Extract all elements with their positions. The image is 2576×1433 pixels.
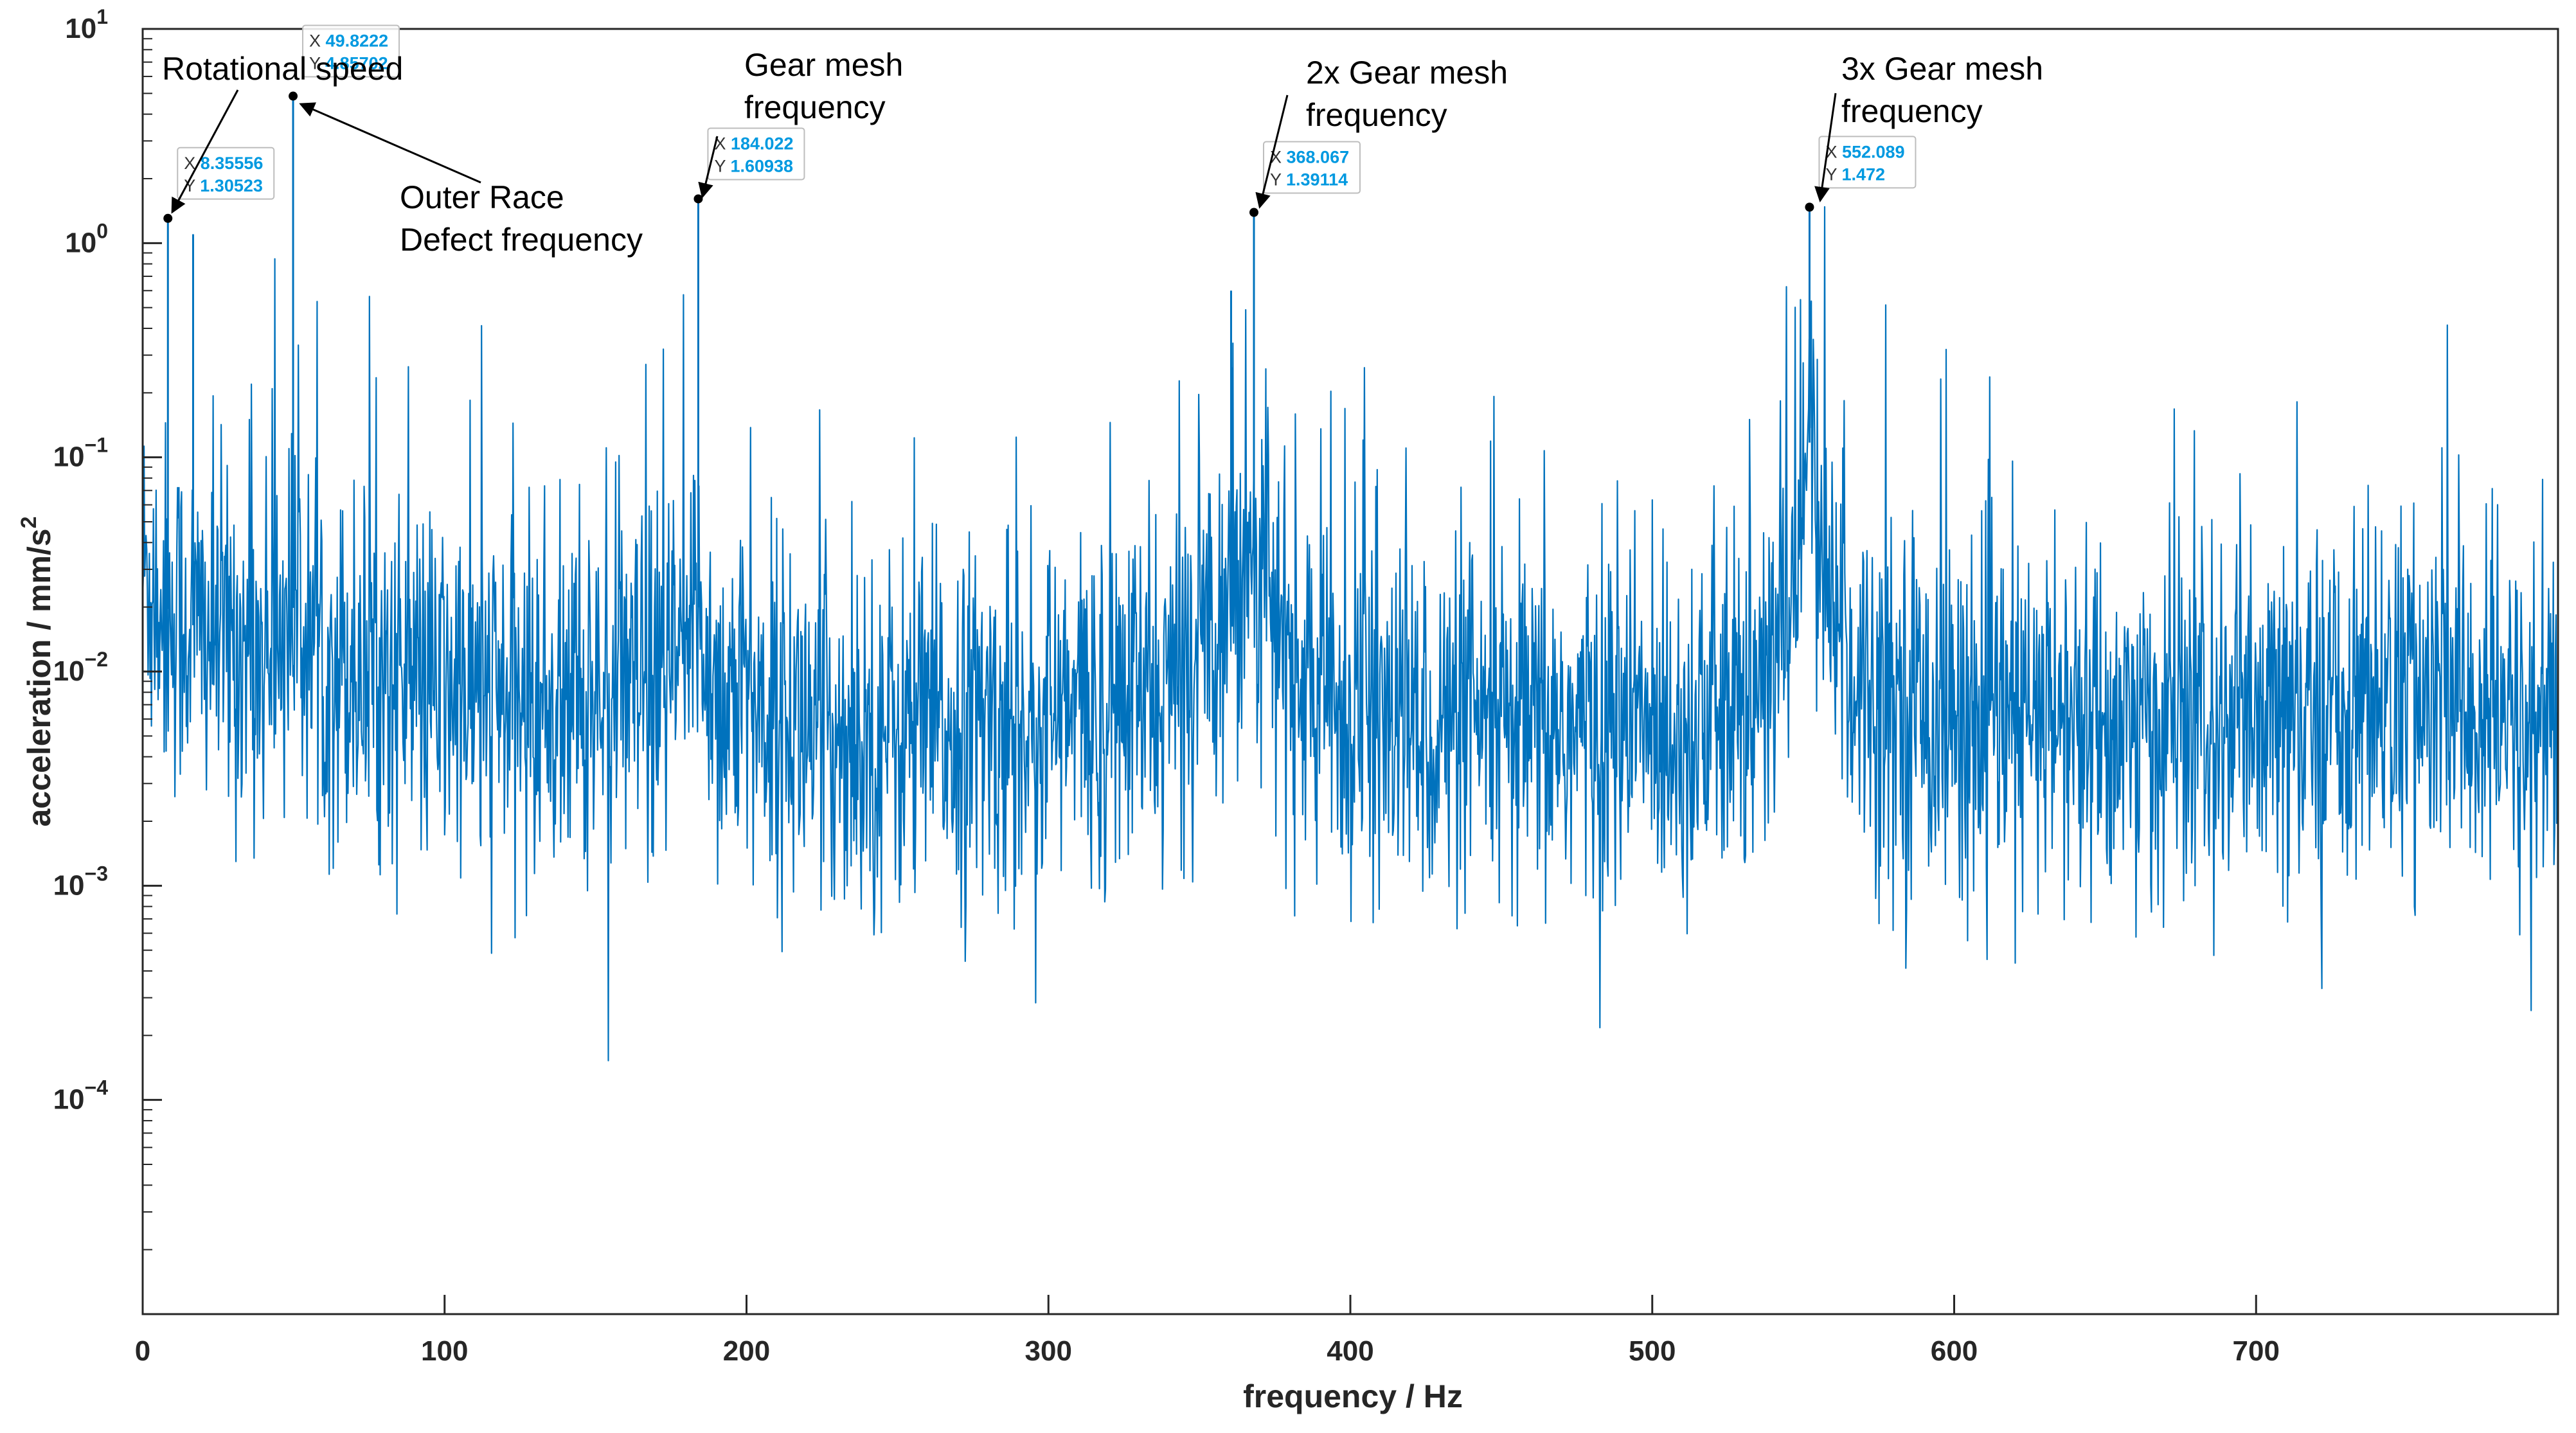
- series-layer: [143, 96, 2558, 1062]
- data-tip-marker: [693, 194, 703, 204]
- data-tip-x: X 184.022: [714, 134, 793, 153]
- series-spectrum: [143, 206, 2558, 1062]
- y-tick-label: 10−3: [53, 862, 108, 901]
- data-tip-box: [707, 127, 805, 181]
- x-tick-label: 400: [1327, 1335, 1373, 1367]
- x-tick-label: 300: [1025, 1335, 1072, 1367]
- x-axis-ticks: 0 100 200 300 400 500 600 700: [135, 1295, 2280, 1367]
- data-tip-x: X 552.089: [1825, 142, 1904, 161]
- arrow-rotational-speed: [171, 89, 239, 214]
- data-tip-y: Y 1.30523: [184, 176, 263, 195]
- y-tick-label: 10−4: [53, 1076, 109, 1116]
- data-tip-y: Y 1.39114: [1270, 170, 1348, 190]
- annotation-3x-gear-mesh: 3x Gear mesh frequency: [1841, 51, 2052, 129]
- data-tip-x: X 49.8222: [309, 31, 388, 51]
- data-tip-x: X 368.067: [1270, 148, 1349, 167]
- annotation-rotational-speed: Rotational speed: [162, 51, 403, 87]
- data-tip-box: [1818, 136, 1917, 189]
- data-tip-marker: [1805, 202, 1814, 212]
- arrow-3x-gear-mesh: [1814, 93, 1837, 202]
- data-tip-x: X 8.35556: [184, 154, 263, 173]
- y-tick-label: 100: [65, 219, 108, 258]
- data-tip-marker: [163, 213, 173, 223]
- data-tip-y: Y 4.85702: [309, 54, 388, 73]
- annotation-2x-gear-mesh: 2x Gear mesh frequency: [1306, 55, 1517, 133]
- data-tips: X 8.35556 Y 1.30523 X 49.8222 Y 4.85702 X 18…: [163, 24, 1917, 223]
- data-tip-y: Y 1.472: [1825, 165, 1885, 184]
- data-tip-marker: [1249, 208, 1258, 217]
- arrow-gear-mesh: [698, 136, 719, 199]
- x-tick-label: 0: [135, 1335, 150, 1367]
- y-axis-ticks: 101 100 10−1 10−2 10−3 10−4: [53, 5, 162, 1251]
- x-tick-label: 700: [2233, 1335, 2280, 1367]
- x-axis-label: frequency / Hz: [1243, 1378, 1463, 1414]
- annotation-gear-mesh: Gear mesh frequency: [744, 47, 912, 125]
- arrow-outer-race: [299, 102, 481, 184]
- x-tick-label: 200: [723, 1335, 770, 1367]
- annotation-outer-race: Outer Race Defect frequency: [400, 179, 643, 258]
- x-tick-label: 100: [421, 1335, 468, 1367]
- x-tick-label: 600: [1931, 1335, 1978, 1367]
- annotations: Rotational speed Outer Race Defect frequ…: [162, 47, 2052, 258]
- data-tip-marker: [289, 91, 298, 101]
- arrow-2x-gear-mesh: [1255, 94, 1289, 209]
- y-tick-label: 101: [65, 5, 108, 44]
- data-tip-box: [1262, 141, 1361, 194]
- data-tip-box: [177, 147, 275, 200]
- y-axis-label: acceleration / mm/s2: [17, 516, 57, 826]
- data-tip-y: Y 1.60938: [714, 156, 793, 175]
- y-tick-label: 10−1: [53, 434, 108, 473]
- x-tick-label: 500: [1629, 1335, 1676, 1367]
- y-tick-label: 10−2: [53, 648, 108, 687]
- data-tip-box: [302, 24, 400, 78]
